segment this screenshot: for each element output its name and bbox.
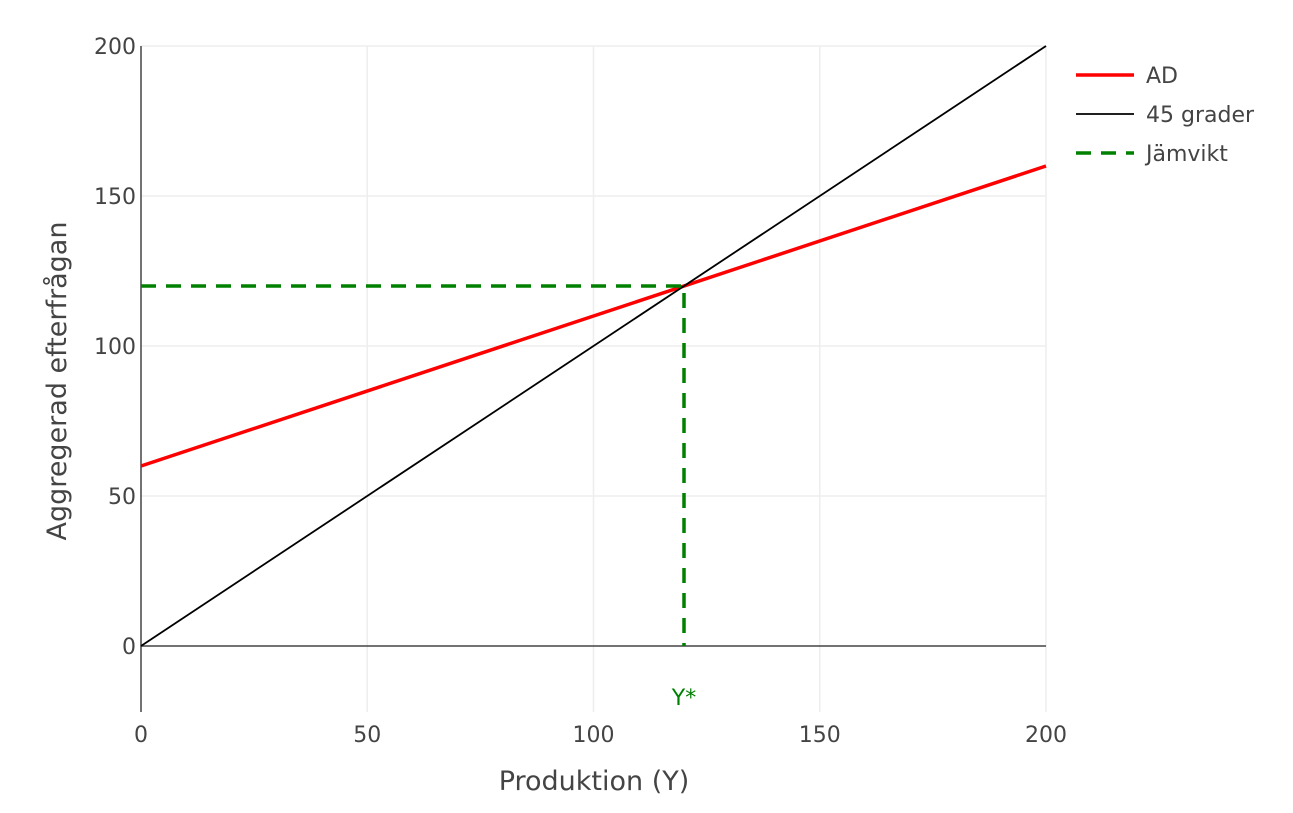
x-tick-label: 150 [799,723,841,748]
y-tick-label: 50 [108,485,136,510]
annotations: Y* [671,686,696,711]
y-tick-label: 100 [94,335,136,360]
y-axis-title: Aggregerad efterfrågan [42,222,73,541]
series-layer [140,45,1047,647]
legend-label-2: 45 grader [1146,103,1255,128]
x-tick-label: 50 [353,723,381,748]
legend: AD 45 grader Jämvikt [1076,64,1255,167]
gridlines [141,45,1047,712]
x-axis-title: Produktion (Y) [499,766,690,797]
x-tick-label: 0 [134,723,148,748]
x-tick-labels: 0 50 100 150 200 [134,723,1067,748]
series-line-3 [141,284,686,646]
series-line-1 [140,164,1047,468]
zero-lines [140,46,1046,712]
legend-label-1: AD [1146,64,1178,89]
series-line-2 [140,45,1047,647]
y-tick-label: 200 [94,35,136,60]
y-tick-labels: 0 50 100 150 200 [94,35,136,660]
y-tick-label: 150 [94,185,136,210]
x-tick-label: 100 [573,723,615,748]
x-tick-label: 200 [1025,723,1067,748]
y-tick-label: 0 [122,635,136,660]
annotation-label: Y* [671,686,696,711]
legend-label-3: Jämvikt [1144,142,1228,167]
